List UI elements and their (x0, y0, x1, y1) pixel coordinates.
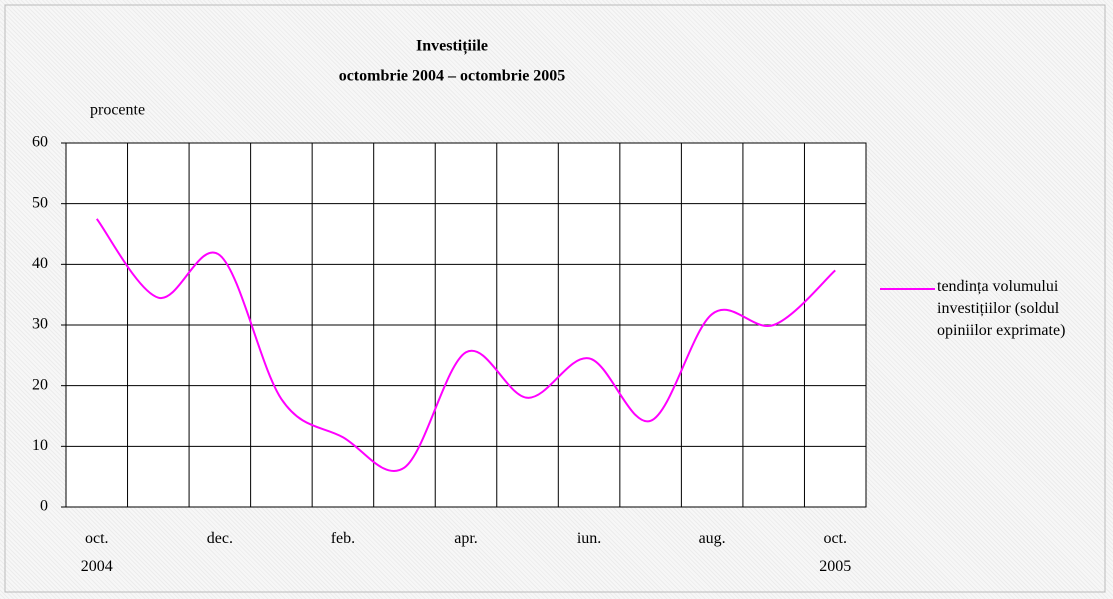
x-tick-label: apr. (454, 530, 478, 547)
chart-title: Investițiile (416, 38, 488, 56)
x-tick-label: oct. 2005 (819, 530, 852, 575)
legend-label: tendința volumului investițiilor (soldul… (937, 278, 1066, 339)
y-tick-label: 20 (32, 376, 48, 393)
y-tick-label: 60 (32, 134, 48, 151)
y-tick-label: 10 (32, 437, 48, 454)
chart-subtitle: octombrie 2004 – octombrie 2005 (339, 68, 566, 85)
x-tick-label: iun. (576, 530, 602, 547)
frame (4, 4, 1106, 593)
x-tick-label: aug. (698, 530, 726, 547)
y-tick-label: 50 (32, 194, 48, 211)
line (95, 218, 836, 472)
x-tick-label: oct. 2004 (80, 530, 113, 575)
y-tick-label: 40 (32, 255, 48, 272)
y-tick-label: 0 (40, 498, 48, 515)
x-tick-label: feb. (330, 530, 356, 547)
y-axis-label: procente (90, 102, 145, 119)
x-tick-label: dec. (206, 530, 233, 547)
y-tick-label: 30 (32, 316, 48, 333)
